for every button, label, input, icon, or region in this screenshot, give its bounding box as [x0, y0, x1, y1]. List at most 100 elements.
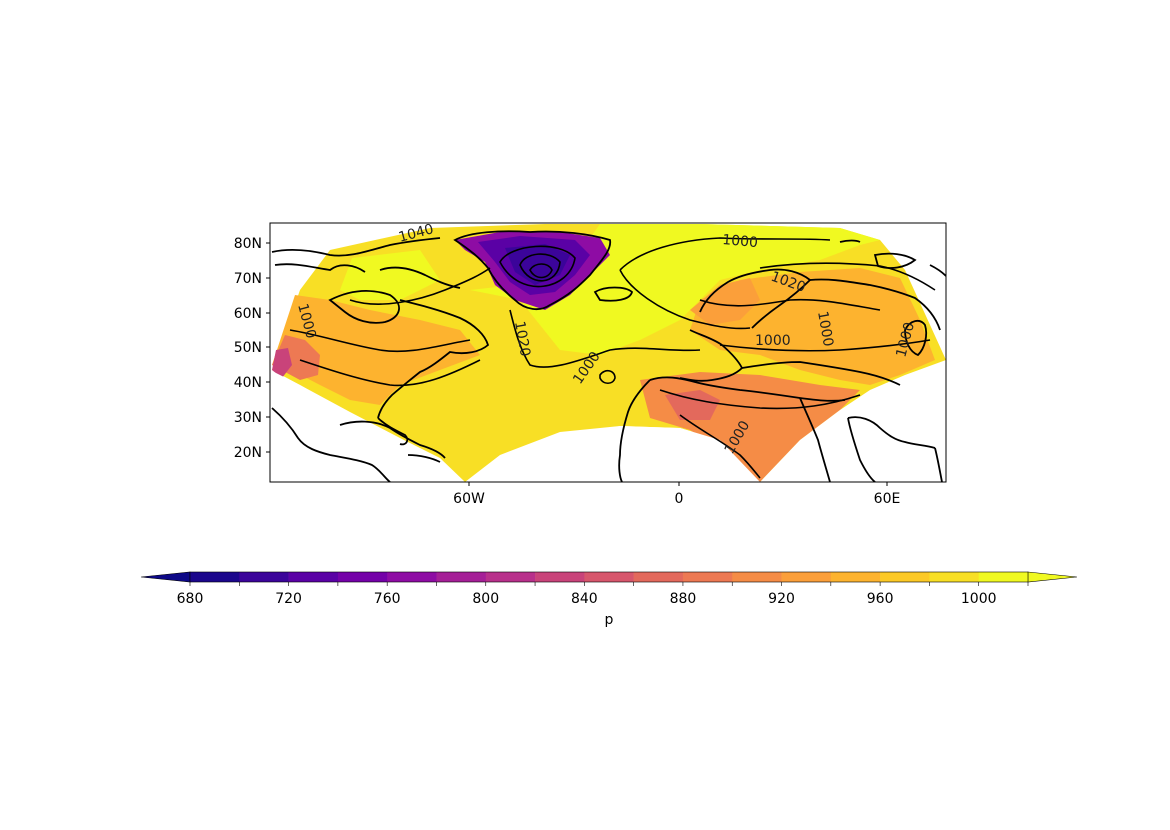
- pressure-field-atlas: [665, 390, 720, 420]
- coastline: [873, 252, 917, 269]
- coastline: [934, 447, 943, 482]
- coastline: [379, 266, 461, 289]
- contour-line: [289, 329, 471, 353]
- pressure-field-scandinavia: [690, 278, 760, 325]
- contour-label: 1020: [511, 320, 533, 358]
- colorbar-segment: [682, 572, 733, 582]
- colorbar-segment: [239, 572, 289, 582]
- map-plot-area: 1040 1020 1000 1000 1020 1000 1000 1000 …: [270, 223, 946, 482]
- lat-tick-label: 80N: [234, 236, 262, 252]
- coastline: [618, 379, 651, 482]
- outside-domain-se: [760, 360, 946, 482]
- colorbar-segment: [535, 572, 585, 582]
- colorbar-ticks: 680 720 760 800 840 880 920 960 1000: [177, 591, 997, 607]
- coastline: [274, 263, 366, 273]
- colorbar-frame: [189, 571, 1029, 583]
- colorbar-blocks: [189, 572, 1029, 586]
- colorbar-segment: [485, 572, 536, 582]
- colorbar-label: p: [605, 612, 614, 628]
- colorbar-segment: [781, 572, 832, 582]
- outside-domain-sw: [270, 370, 465, 482]
- contour-label: 1000: [755, 333, 791, 349]
- coastline: [699, 268, 812, 329]
- colorbar-segment: [387, 572, 437, 582]
- colorbar: 680 720 760 800 840 880 920 960 1000 p: [140, 571, 1078, 628]
- lat-tick-label: 60N: [234, 306, 262, 322]
- lat-tick-label: 70N: [234, 271, 262, 287]
- colorbar-segment: [436, 572, 487, 582]
- contour-line: [299, 359, 481, 387]
- contour-line: [659, 389, 861, 410]
- contour-line: [719, 339, 931, 352]
- colorbar-tick-label: 960: [867, 591, 894, 607]
- colorbar-segment: [633, 572, 684, 582]
- lat-axis: 80N 70N 60N 50N 40N 30N 20N: [234, 236, 270, 461]
- contour-line: [599, 369, 616, 385]
- colorbar-tick-label: 920: [768, 591, 795, 607]
- coastline: [929, 264, 946, 277]
- colorbar-tick-label: 680: [177, 591, 204, 607]
- contour-line: [519, 253, 561, 282]
- lon-axis: 60W 0 60E: [453, 482, 900, 507]
- coastline: [328, 289, 400, 324]
- coastline: [809, 278, 941, 331]
- colorbar-segment: [732, 572, 782, 582]
- contour-label: 1000: [722, 232, 759, 251]
- coastline: [377, 299, 490, 419]
- lon-tick-label: 60W: [453, 491, 485, 507]
- coastline: [847, 416, 936, 449]
- lon-tick-label: 60E: [874, 491, 901, 507]
- colorbar-segment: [880, 572, 930, 582]
- contour-line: [619, 237, 831, 271]
- contour-line: [509, 309, 701, 368]
- coastline: [839, 239, 861, 243]
- contour-line: [349, 267, 491, 305]
- outside-domain-south: [465, 426, 760, 482]
- colorbar-segment: [929, 572, 980, 582]
- map-frame: [269, 222, 947, 483]
- colorbar-segment: [584, 572, 634, 582]
- lat-tick-label: 30N: [234, 410, 262, 426]
- coastline: [271, 237, 441, 257]
- colorbar-tick-label: 840: [571, 591, 598, 607]
- coastline: [741, 361, 901, 386]
- contour-line: [759, 262, 936, 291]
- colorbar-tick-label: 760: [374, 591, 401, 607]
- contour-line: [699, 298, 881, 311]
- coastline: [799, 397, 831, 482]
- contour-line: [499, 245, 576, 288]
- contour-line: [619, 269, 751, 330]
- colorbar-tick-label: 1000: [961, 591, 997, 607]
- colorbar-segment: [190, 572, 240, 582]
- pressure-field-high-2: [340, 250, 440, 300]
- coastline: [593, 286, 634, 302]
- coastline: [904, 319, 928, 357]
- colorbar-tick-label: 800: [472, 591, 499, 607]
- lat-tick-label: 40N: [234, 375, 262, 391]
- colorbar-segment: [288, 572, 339, 582]
- colorbar-segment: [337, 572, 388, 582]
- colorbar-tick-label: 720: [275, 591, 302, 607]
- pressure-contours: [289, 237, 936, 479]
- pressure-field-namerica-rockies: [272, 348, 292, 378]
- coastline: [407, 454, 441, 463]
- colorbar-tick-label: 880: [670, 591, 697, 607]
- lat-tick-label: 50N: [234, 340, 262, 356]
- colorbar-under-extension: [140, 571, 191, 583]
- coastline: [453, 230, 612, 311]
- contour-label: 1000: [814, 310, 836, 348]
- contour-line: [529, 263, 553, 279]
- coastline: [847, 417, 876, 482]
- colorbar-over-extension: [1027, 571, 1078, 583]
- coastline: [271, 407, 391, 482]
- pressure-field-high: [470, 224, 880, 355]
- contour-line: [679, 414, 761, 479]
- lat-tick-label: 20N: [234, 445, 262, 461]
- colorbar-segment: [978, 572, 1029, 582]
- coastline: [649, 376, 846, 402]
- coastline: [339, 420, 446, 459]
- colorbar-segment: [830, 572, 881, 582]
- coastline: [377, 417, 409, 446]
- map-axes: 1040 1020 1000 1000 1020 1000 1000 1000 …: [234, 222, 947, 507]
